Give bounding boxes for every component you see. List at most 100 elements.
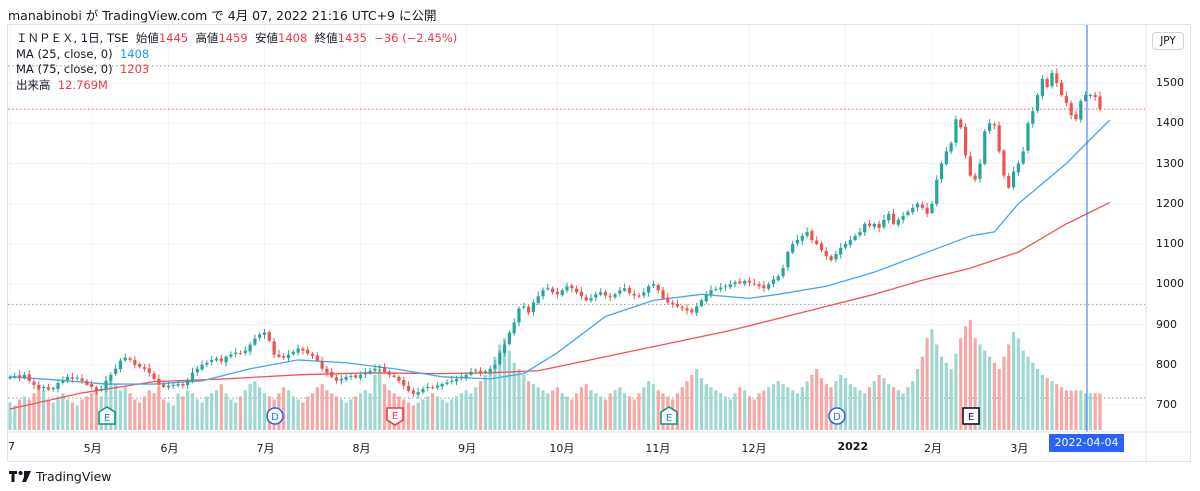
volume-bar (450, 399, 454, 430)
volume-bar (114, 384, 118, 430)
candle-body (599, 292, 603, 295)
time-tick-label: 7月 (256, 442, 275, 455)
volume-bar (810, 375, 814, 430)
price-tick-label: 1100 (1156, 237, 1184, 250)
candles (8, 68, 1102, 399)
candle-body (1035, 95, 1040, 111)
volume-bar (229, 399, 233, 430)
candle-body (1050, 72, 1054, 87)
time-tick-label: 8月 (352, 442, 371, 455)
volume-bar (762, 390, 766, 430)
volume-bar (882, 378, 886, 430)
candle-body (402, 380, 406, 386)
volume-bar (723, 396, 728, 430)
time-tick-label: 12月 (741, 442, 767, 455)
ma75-line (9, 201, 1110, 410)
candle-body (483, 371, 487, 373)
volume-bar (815, 368, 819, 430)
candle-body (18, 375, 22, 378)
volume-bar (685, 381, 689, 430)
candle-body (478, 370, 483, 373)
candle-body (1021, 151, 1025, 164)
candle-body (1002, 150, 1006, 176)
dividend-marker-icon[interactable]: D (827, 406, 847, 426)
candle-body (416, 392, 420, 395)
time-tick-label: 2月 (923, 442, 942, 455)
symbol-label[interactable]: ＩＮＰＥＸ, 1日, TSE (16, 31, 129, 45)
candle-body (373, 368, 377, 371)
candle-body (810, 231, 814, 240)
volume-bar (800, 387, 804, 430)
volume-bar (1011, 332, 1016, 430)
candle-body (570, 285, 574, 289)
volume-bar (8, 402, 12, 430)
candle-body (272, 341, 276, 355)
candle-body (282, 355, 286, 358)
volume-bar (920, 356, 924, 430)
candle-body (186, 380, 190, 385)
volume-bar (171, 405, 175, 430)
volume-bar (699, 378, 704, 430)
ma75-label[interactable]: MA (75, close, 0) (16, 62, 113, 76)
volume-bar (594, 393, 598, 430)
volume-bar (954, 353, 958, 430)
volume-bar (704, 384, 708, 430)
high-value: 1459 (218, 31, 248, 45)
candle-body (1074, 114, 1078, 120)
candle-body (565, 286, 569, 291)
candle-body (114, 368, 118, 375)
candle-body (1059, 82, 1064, 96)
volume-bar (848, 384, 852, 430)
candle-body (152, 373, 156, 379)
candle-body (522, 306, 526, 308)
currency-button[interactable]: JPY (1152, 32, 1184, 50)
earnings-marker-icon[interactable]: E (659, 406, 679, 426)
candle-body (555, 291, 560, 295)
volume-bar (771, 384, 776, 430)
candle-body (1040, 78, 1044, 96)
volume-bar (474, 387, 478, 430)
volume-bar (378, 368, 382, 430)
volume-bar (162, 399, 166, 430)
candle-body (334, 377, 339, 381)
volume-bar (61, 393, 65, 430)
candle-body (1007, 175, 1011, 188)
volume-bar (901, 393, 905, 430)
dividend-marker-icon[interactable]: D (265, 406, 285, 426)
price-tick-label: 900 (1156, 317, 1177, 331)
volume-bar (123, 387, 127, 430)
time-tick-label: 9月 (458, 442, 477, 455)
volume-bar (930, 329, 934, 430)
ma25-label[interactable]: MA (25, close, 0) (16, 46, 113, 61)
candle-body (618, 290, 622, 294)
candle-body (469, 371, 473, 375)
volume-label[interactable]: 出来高 (16, 77, 51, 92)
candle-body (709, 290, 713, 295)
earnings-marker-icon[interactable]: E (97, 406, 117, 426)
volume-bar (66, 399, 70, 430)
candle-body (330, 371, 334, 377)
volume-bar (435, 396, 439, 430)
candle-body (310, 353, 315, 356)
earnings-marker-icon[interactable]: E (961, 406, 981, 426)
tradingview-brand[interactable]: TradingView (9, 469, 112, 484)
volume-bar (570, 399, 574, 430)
volume-bar (147, 390, 151, 430)
candle-body (344, 376, 348, 380)
candle-body (546, 288, 550, 290)
volume-bar (243, 390, 247, 430)
svg-text:D: D (833, 412, 841, 423)
earnings-marker-icon[interactable]: E (385, 406, 405, 426)
volume-bar (1007, 344, 1011, 430)
volume-bar (579, 387, 584, 430)
volume-bar (109, 381, 113, 430)
volume-bar (968, 320, 972, 430)
volume-bar (330, 393, 334, 430)
volume-bar (493, 356, 497, 430)
candle-body (1093, 95, 1097, 98)
candle-body (911, 207, 915, 213)
volume-bar (863, 393, 867, 430)
candle-body (512, 322, 516, 334)
candle-body (627, 287, 632, 294)
